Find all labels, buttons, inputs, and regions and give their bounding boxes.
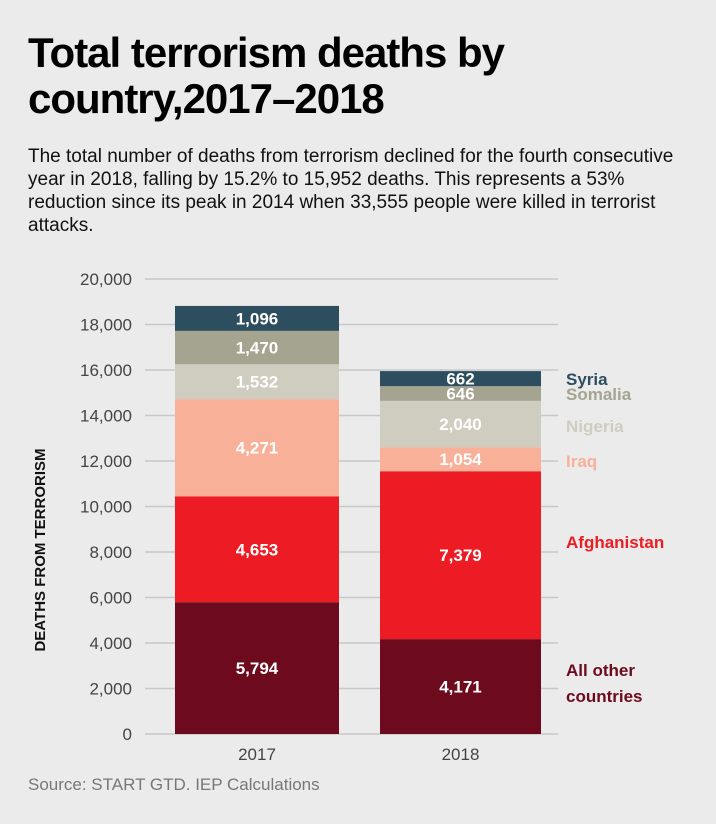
y-tick-label: 2,000 — [89, 680, 132, 699]
data-label: 1,470 — [236, 339, 279, 358]
legend-label: Nigeria — [566, 417, 624, 436]
data-label: 7,379 — [439, 546, 482, 565]
data-label: 662 — [446, 370, 474, 389]
x-tick-label: 2017 — [238, 745, 276, 764]
bar-segment-afghanistan — [175, 496, 339, 603]
bar-segment-nigeria — [175, 364, 339, 400]
bar-segment-afghanistan — [380, 471, 541, 640]
y-tick-label: 18,000 — [80, 316, 132, 335]
bar-segment-all-other-countries — [380, 639, 541, 734]
y-tick-label: 6,000 — [89, 589, 132, 608]
x-tick-label: 2018 — [442, 745, 480, 764]
y-tick-label: 8,000 — [89, 543, 132, 562]
legend-label: Iraq — [566, 452, 597, 471]
legend-label: Syria — [566, 370, 608, 389]
data-label: 1,054 — [439, 450, 482, 469]
data-label: 4,171 — [439, 678, 482, 697]
y-tick-label: 16,000 — [80, 361, 132, 380]
data-label: 1,096 — [236, 309, 279, 328]
legend-label: Somalia — [566, 385, 632, 404]
bar-segment-syria — [175, 305, 339, 331]
data-label: 5,794 — [236, 659, 279, 678]
chart-subtitle: The total number of deaths from terroris… — [28, 146, 674, 236]
y-tick-label: 12,000 — [80, 452, 132, 471]
legend-label: countries — [566, 687, 643, 706]
data-label: 1,532 — [236, 373, 279, 392]
data-label: 646 — [446, 385, 474, 404]
bar-segment-nigeria — [380, 400, 541, 448]
y-tick-label: 10,000 — [80, 498, 132, 517]
bar-segment-iraq — [380, 447, 541, 472]
bar-segment-iraq — [175, 399, 339, 497]
y-tick-label: 0 — [123, 725, 132, 744]
legend-label: All other — [566, 661, 635, 680]
data-label: 4,653 — [236, 540, 279, 559]
data-label: 2,040 — [439, 415, 482, 434]
data-label: 4,271 — [236, 439, 279, 458]
y-tick-label: 14,000 — [80, 407, 132, 426]
bar-segment-somalia — [175, 330, 339, 365]
y-tick-label: 20,000 — [80, 270, 132, 289]
bar-segment-syria — [380, 371, 541, 387]
bar-segment-all-other-countries — [175, 602, 339, 734]
chart-title: Total terrorism deaths by country,2017–2… — [28, 29, 505, 122]
y-axis-label: DEATHS FROM TERRORISM — [32, 448, 49, 651]
source-note: Source: START GTD. IEP Calculations — [28, 775, 320, 794]
y-tick-label: 4,000 — [89, 634, 132, 653]
bar-segment-somalia — [380, 386, 541, 401]
legend-label: Afghanistan — [566, 533, 664, 552]
